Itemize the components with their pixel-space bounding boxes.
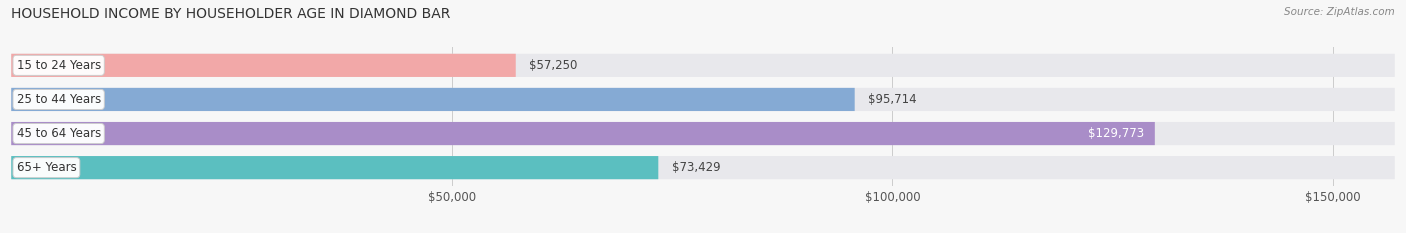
Text: Source: ZipAtlas.com: Source: ZipAtlas.com	[1284, 7, 1395, 17]
Text: $57,250: $57,250	[529, 59, 578, 72]
FancyBboxPatch shape	[11, 88, 1395, 111]
FancyBboxPatch shape	[11, 156, 1395, 179]
Text: 15 to 24 Years: 15 to 24 Years	[17, 59, 101, 72]
FancyBboxPatch shape	[11, 122, 1395, 145]
FancyBboxPatch shape	[11, 54, 516, 77]
Text: $95,714: $95,714	[868, 93, 917, 106]
Text: $73,429: $73,429	[672, 161, 720, 174]
Text: 45 to 64 Years: 45 to 64 Years	[17, 127, 101, 140]
FancyBboxPatch shape	[11, 54, 1395, 77]
Text: HOUSEHOLD INCOME BY HOUSEHOLDER AGE IN DIAMOND BAR: HOUSEHOLD INCOME BY HOUSEHOLDER AGE IN D…	[11, 7, 450, 21]
Text: $129,773: $129,773	[1088, 127, 1144, 140]
FancyBboxPatch shape	[11, 122, 1154, 145]
Text: 65+ Years: 65+ Years	[17, 161, 76, 174]
FancyBboxPatch shape	[11, 156, 658, 179]
Text: 25 to 44 Years: 25 to 44 Years	[17, 93, 101, 106]
FancyBboxPatch shape	[11, 88, 855, 111]
